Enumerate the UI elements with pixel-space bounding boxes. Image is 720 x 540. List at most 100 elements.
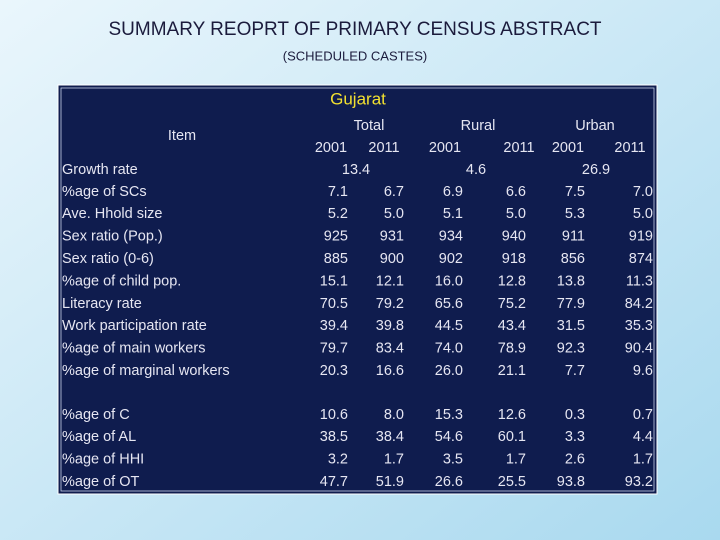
cell-value: 47.7 [320,474,348,490]
cell-value: 10.6 [320,407,348,423]
region-header: Gujarat [330,89,386,108]
group-header: Urban [575,118,615,134]
cell-value: 75.2 [498,296,526,312]
row-label: %age of AL [62,429,136,445]
cell-value: 13.8 [557,273,585,289]
cell-value: 38.4 [376,429,404,445]
cell-value: 16.0 [435,273,463,289]
cell-value: 5.0 [506,206,526,222]
cell-value: 3.5 [443,452,463,468]
cell-value: 1.7 [506,452,526,468]
cell-value: 8.0 [384,407,404,423]
cell-value: 39.8 [376,318,404,334]
cell-value: 16.6 [376,363,404,379]
cell-value: 11.3 [626,273,653,289]
cell-value: 919 [629,229,653,245]
cell-value: 3.2 [328,452,348,468]
cell-value: 15.1 [320,273,348,289]
row-label: %age of SCs [62,184,147,200]
row-label: %age of main workers [62,341,205,357]
group-header: Rural [461,118,496,134]
subtitle: (SCHEDULED CASTES) [283,48,427,63]
cell-value: 4.6 [466,162,486,178]
row-label: Growth rate [62,162,138,178]
cell-value: 12.8 [498,273,526,289]
cell-value: 4.4 [633,429,653,445]
cell-value: 7.7 [565,363,585,379]
item-header: Item [168,128,196,144]
cell-value: 874 [629,251,653,267]
cell-value: 20.3 [320,363,348,379]
cell-value: 26.6 [435,474,463,490]
cell-value: 3.3 [565,429,585,445]
cell-value: 12.1 [376,273,404,289]
year-header: 2001 [552,140,584,156]
cell-value: 93.8 [557,474,585,490]
table-box [57,84,658,495]
cell-value: 60.1 [498,429,526,445]
cell-value: 925 [324,229,348,245]
cell-value: 38.5 [320,429,348,445]
row-label: Literacy rate [62,296,142,312]
year-header: 2001 [315,140,347,156]
cell-value: 83.4 [376,341,404,357]
cell-value: 918 [502,251,526,267]
cell-value: 74.0 [435,341,463,357]
cell-value: 26.0 [435,363,463,379]
title: SUMMARY REOPRT OF PRIMARY CENSUS ABSTRAC… [108,19,601,40]
cell-value: 934 [439,229,463,245]
cell-value: 2.6 [565,452,585,468]
cell-value: 70.5 [320,296,348,312]
table-border [60,87,655,492]
cell-value: 79.7 [320,341,348,357]
cell-value: 7.1 [328,184,348,200]
cell-value: 84.2 [625,296,653,312]
cell-value: 79.2 [376,296,404,312]
cell-value: 5.0 [384,206,404,222]
cell-value: 5.3 [565,206,585,222]
cell-value: 92.3 [557,341,585,357]
cell-value: 6.6 [506,184,526,200]
cell-value: 1.7 [384,452,404,468]
cell-value: 35.3 [625,318,653,334]
cell-value: 12.6 [498,407,526,423]
cell-value: 25.5 [498,474,526,490]
cell-value: 5.1 [443,206,463,222]
row-label: Sex ratio (Pop.) [62,229,163,245]
cell-value: 54.6 [435,429,463,445]
year-header: 2011 [368,140,399,156]
cell-value: 77.9 [557,296,585,312]
cell-value: 0.7 [633,407,653,423]
cell-value: 5.0 [633,206,653,222]
cell-value: 931 [380,229,404,245]
cell-value: 900 [380,251,404,267]
cell-value: 65.6 [435,296,463,312]
cell-value: 9.6 [633,363,653,379]
year-header: 2011 [503,140,534,156]
row-label: Ave. Hhold size [62,206,162,222]
cell-value: 39.4 [320,318,348,334]
group-header: Total [354,118,385,134]
cell-value: 5.2 [328,206,348,222]
cell-value: 856 [561,251,585,267]
cell-value: 13.4 [342,162,370,178]
row-label: Sex ratio (0-6) [62,251,154,267]
cell-value: 902 [439,251,463,267]
row-label: %age of HHI [62,452,144,468]
row-label: %age of marginal workers [62,363,230,379]
cell-value: 44.5 [435,318,463,334]
row-label: Work participation rate [62,318,207,334]
year-header: 2011 [614,140,645,156]
cell-value: 93.2 [625,474,653,490]
cell-value: 885 [324,251,348,267]
cell-value: 6.7 [384,184,404,200]
cell-value: 26.9 [582,162,610,178]
row-label: %age of child pop. [62,273,181,289]
cell-value: 21.1 [498,363,526,379]
cell-value: 7.0 [633,184,653,200]
cell-value: 6.9 [443,184,463,200]
cell-value: 940 [502,229,526,245]
cell-value: 51.9 [376,474,404,490]
cell-value: 78.9 [498,341,526,357]
